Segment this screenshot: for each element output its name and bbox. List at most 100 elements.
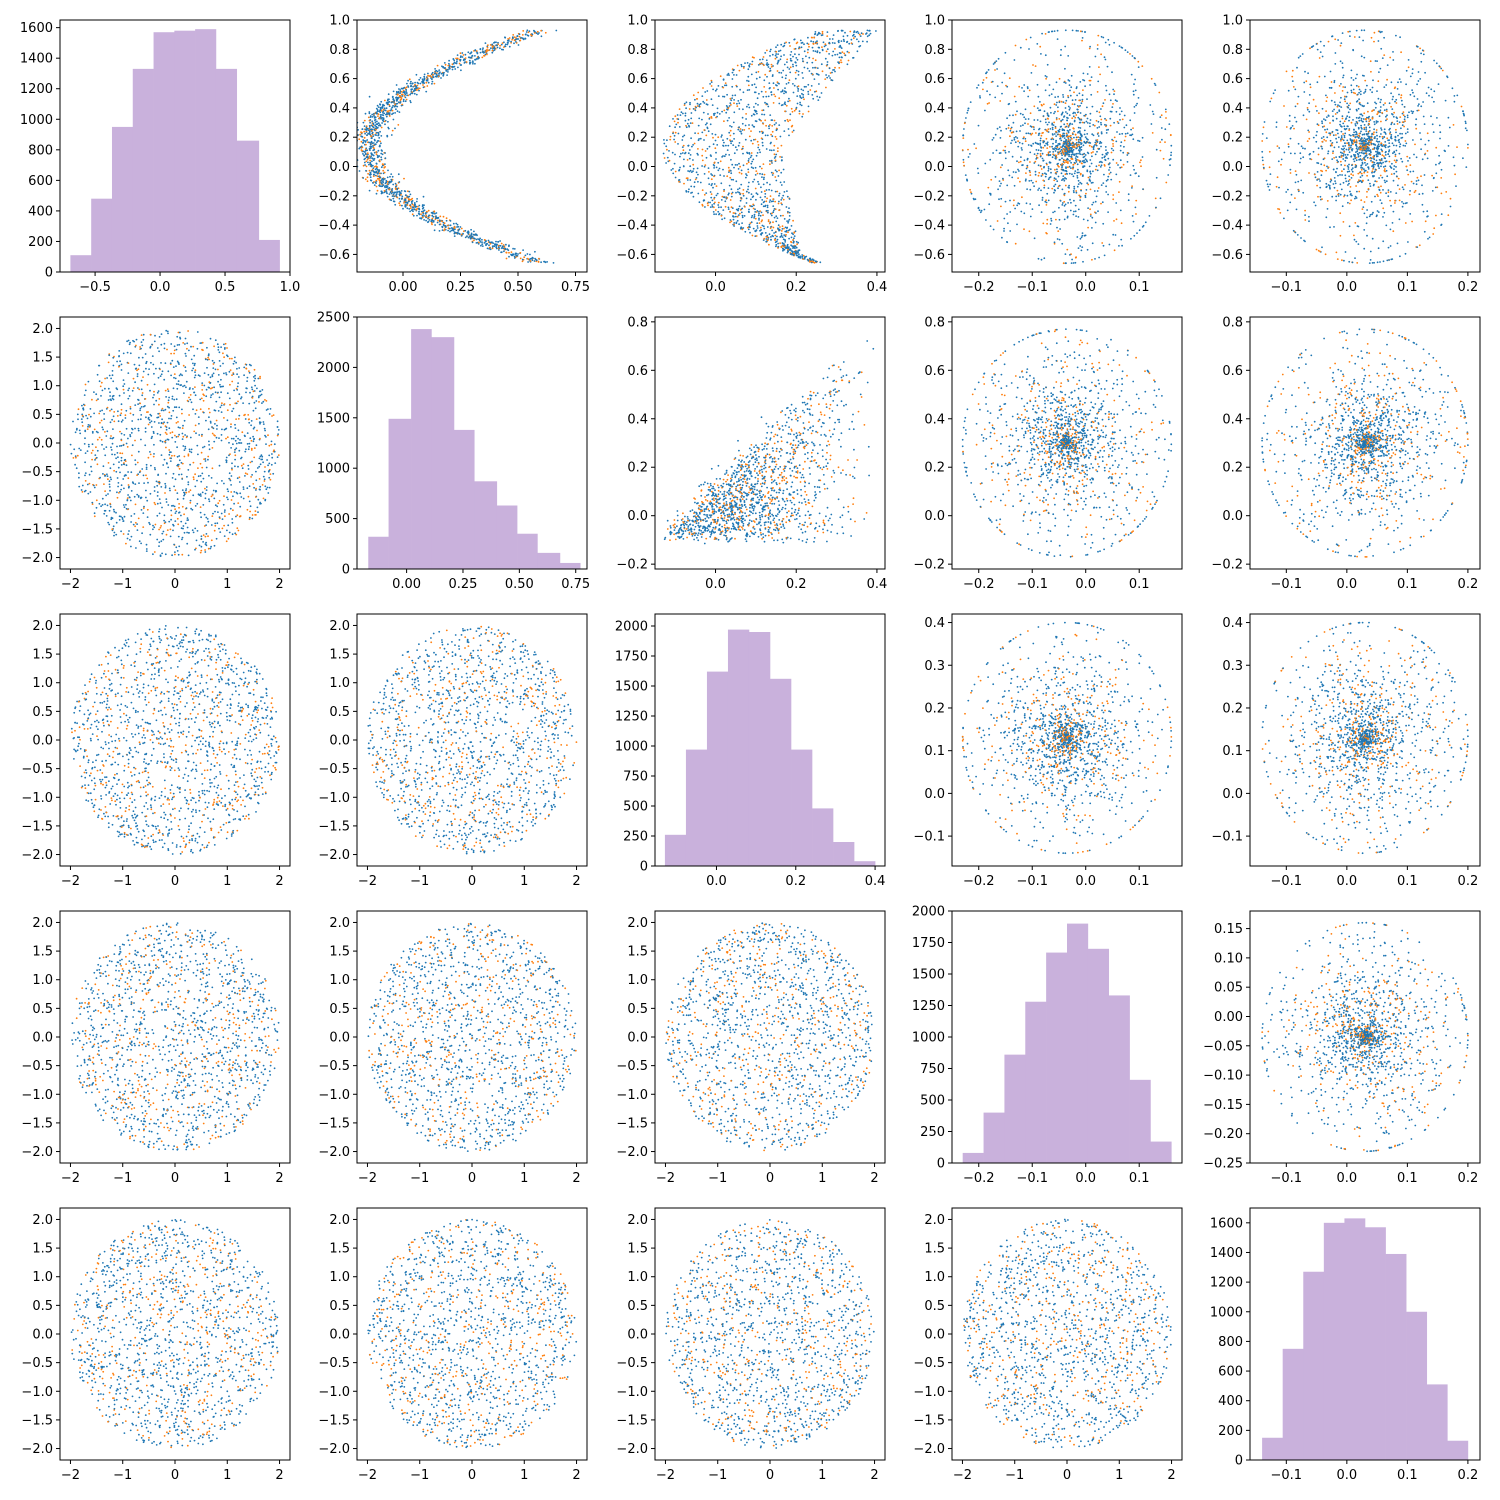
scatter-point-blue: [783, 63, 786, 66]
scatter-point-orange: [1079, 30, 1082, 33]
scatter-point-orange: [785, 233, 787, 236]
scatter-point-orange: [1046, 222, 1048, 225]
scatter-point-orange: [791, 131, 794, 133]
scatter-point-blue: [387, 120, 389, 123]
scatter-point-orange: [769, 195, 772, 198]
scatter-point-blue: [1033, 153, 1036, 156]
scatter-point-blue: [762, 225, 765, 228]
scatter-point-orange: [1063, 200, 1066, 203]
scatter-point-blue: [710, 98, 713, 101]
scatter-point-blue: [668, 150, 670, 152]
scatter-point-blue: [1048, 84, 1051, 86]
scatter-point-blue: [445, 219, 448, 222]
histogram-bar: [111, 126, 134, 272]
scatter-point-blue: [816, 95, 819, 98]
scatter-point-blue: [712, 211, 715, 213]
scatter-point-blue: [803, 66, 806, 69]
scatter-point-blue: [822, 41, 825, 44]
scatter-point-blue: [732, 69, 735, 72]
scatter-point-blue: [775, 56, 778, 59]
scatter-point-orange: [768, 243, 770, 246]
scatter-point-blue: [407, 79, 409, 82]
scatter-point-blue: [474, 233, 477, 236]
scatter-point-blue: [453, 231, 456, 234]
scatter-point-blue: [381, 192, 384, 194]
scatter-point-blue: [1082, 218, 1085, 221]
scatter-point-blue: [724, 84, 726, 87]
scatter-point-blue: [1337, 104, 1339, 106]
scatter-point-blue: [1100, 108, 1102, 110]
scatter-point-orange: [748, 135, 751, 138]
scatter-point-orange: [747, 171, 750, 174]
scatter-point-orange: [1055, 171, 1057, 174]
scatter-point-blue: [492, 245, 494, 247]
scatter-point-blue: [1061, 188, 1064, 191]
scatter-point-blue: [1009, 199, 1011, 202]
scatter-point-blue: [365, 126, 368, 129]
scatter-point-orange: [464, 57, 467, 59]
scatter-point-blue: [758, 130, 761, 133]
scatter-point-blue: [771, 135, 774, 138]
scatter-point-blue: [1069, 89, 1071, 92]
scatter-point-blue: [754, 208, 756, 211]
scatter-point-blue: [740, 169, 743, 172]
subplot-grid: −0.5 0.0 0.5 1.0020040060080010001200140016…: [20, 14, 1481, 1483]
scatter-point-blue: [1054, 155, 1057, 158]
scatter-point-blue: [1050, 219, 1053, 222]
scatter-point-orange: [416, 89, 418, 92]
scatter-point-blue: [1033, 185, 1035, 188]
scatter-point-blue: [436, 221, 439, 224]
scatter-point-blue: [762, 239, 765, 242]
scatter-point-orange: [1411, 220, 1413, 223]
scatter-point-blue: [1155, 176, 1158, 179]
scatter-point-orange: [477, 241, 480, 244]
scatter-point-blue: [1074, 210, 1077, 213]
scatter-point-blue: [1015, 130, 1018, 133]
scatter-point-blue: [760, 203, 763, 206]
scatter-point-orange: [762, 122, 765, 125]
scatter-point-orange: [772, 221, 774, 224]
scatter-point-blue: [379, 144, 381, 147]
scatter-point-orange: [788, 99, 791, 102]
scatter-point-blue: [413, 208, 416, 211]
scatter-point-blue: [748, 181, 750, 184]
scatter-point-blue: [733, 74, 735, 76]
scatter-point-blue: [470, 56, 473, 59]
scatter-point-blue: [678, 168, 681, 171]
scatter-point-orange: [1158, 91, 1161, 94]
scatter-point-blue: [1410, 110, 1413, 112]
scatter-point-blue: [403, 90, 405, 93]
scatter-point-blue: [744, 230, 747, 233]
scatter-point-blue: [1047, 187, 1050, 190]
scatter-point-orange: [436, 64, 439, 67]
scatter-point-blue: [376, 131, 378, 134]
scatter-point-orange: [497, 43, 499, 46]
scatter-point-blue: [728, 105, 731, 107]
scatter-point-blue: [820, 92, 823, 94]
scatter-point-orange: [757, 70, 760, 73]
scatter-point-blue: [767, 63, 770, 66]
scatter-point-blue: [1053, 210, 1056, 213]
scatter-point-orange: [838, 67, 841, 69]
scatter-point-orange: [1053, 242, 1056, 245]
scatter-point-blue: [807, 105, 810, 108]
scatter-point-orange: [397, 124, 400, 126]
scatter-point-blue: [704, 123, 707, 126]
scatter-point-orange: [1008, 77, 1011, 80]
scatter-point-blue: [448, 67, 451, 70]
scatter-point-blue: [866, 29, 869, 32]
scatter-point-orange: [847, 59, 850, 62]
scatter-point-blue: [407, 196, 410, 199]
scatter-point-blue: [1078, 92, 1081, 95]
scatter-point-blue: [757, 64, 760, 66]
scatter-point-orange: [407, 94, 410, 97]
scatter-point-blue: [496, 44, 498, 47]
scatter-point-blue: [434, 217, 437, 220]
scatter-point-blue: [1121, 132, 1124, 135]
scatter-point-orange: [796, 41, 799, 44]
scatter-point-blue: [687, 190, 690, 193]
x-tick-label: 0.4: [867, 280, 888, 295]
scatter-point-blue: [1339, 120, 1342, 123]
scatter-point-orange: [1071, 103, 1074, 105]
scatter-point-blue: [412, 210, 414, 213]
